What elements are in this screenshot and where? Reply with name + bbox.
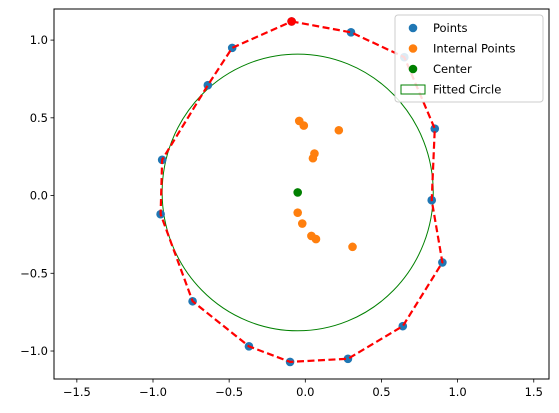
internal-point-marker bbox=[299, 121, 309, 130]
y-tick-label: −1.0 bbox=[20, 344, 48, 358]
x-tick-label: −1.5 bbox=[63, 385, 91, 399]
x-tick-label: 0.5 bbox=[372, 385, 390, 399]
legend-box bbox=[394, 14, 544, 103]
x-tick-label: −1.0 bbox=[139, 385, 167, 399]
y-tick-label: 0.5 bbox=[30, 111, 48, 125]
point-marker bbox=[430, 124, 440, 134]
hull-start-marker bbox=[287, 17, 296, 26]
internal-point-marker bbox=[348, 242, 357, 252]
center-marker bbox=[293, 188, 302, 197]
legend-label: Internal Points bbox=[433, 42, 516, 56]
x-tick-label: 1.0 bbox=[448, 385, 466, 399]
y-tick-label: −0.5 bbox=[20, 266, 48, 280]
internal-point-marker bbox=[293, 208, 302, 217]
internal-point-marker bbox=[297, 219, 307, 228]
axis-ticks: −1.5 −1.0 −0.5 0.0 0.5 1.0 1.5 −1.0 −0.5 0.0 0.5 1.… bbox=[20, 33, 543, 399]
x-tick-label: 1.5 bbox=[525, 385, 543, 399]
x-tick-label: −0.5 bbox=[215, 385, 243, 399]
legend-patch bbox=[400, 84, 426, 95]
internal-point-marker bbox=[334, 125, 344, 135]
y-tick-label: 1.0 bbox=[30, 33, 48, 47]
legend: Points Internal Points Center Fitted Circle bbox=[394, 14, 544, 103]
legend-marker bbox=[408, 23, 418, 33]
legend-label: Points bbox=[433, 21, 468, 35]
legend-marker bbox=[408, 44, 418, 53]
x-tick-label: 0.0 bbox=[296, 385, 314, 399]
legend-label: Center bbox=[433, 62, 472, 76]
axes-frame bbox=[53, 8, 550, 380]
internal-point-marker bbox=[311, 234, 321, 244]
y-tick-label: 0.0 bbox=[30, 189, 48, 203]
legend-label: Fitted Circle bbox=[433, 83, 501, 97]
internal-point-marker bbox=[308, 153, 318, 163]
legend-marker bbox=[408, 64, 418, 74]
